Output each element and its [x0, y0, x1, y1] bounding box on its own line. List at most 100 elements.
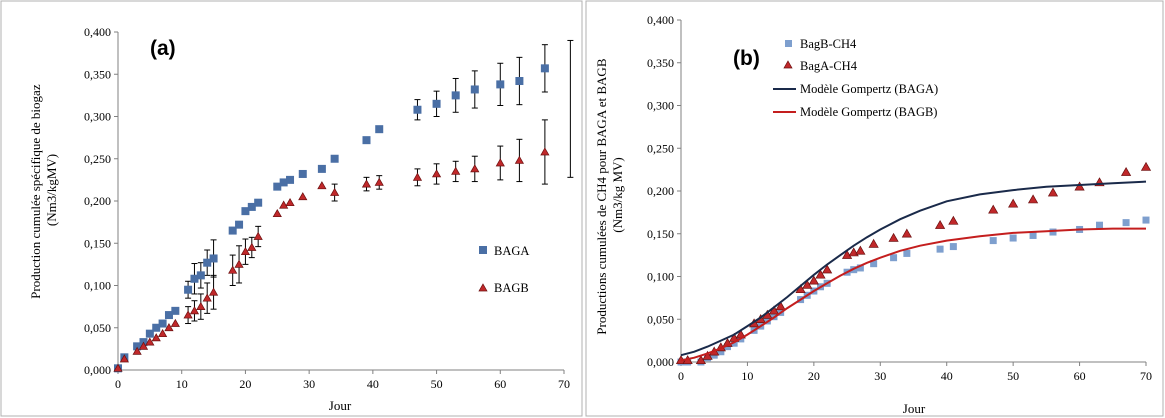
panel-a-baga-point [298, 169, 307, 178]
panel-a-xtick-label: 40 [367, 377, 379, 391]
panel-a-baga-point [451, 91, 460, 100]
panel-b-marks [675, 161, 1152, 366]
panel-b-xtick-label: 70 [1140, 369, 1152, 383]
panel-a-ytick-label: 0,400 [84, 25, 111, 39]
panel-a-ytick-label: 0,150 [84, 236, 111, 250]
legend-bagb-ch4-marker [785, 40, 792, 47]
panel-b-baga-ch4-point [948, 215, 959, 225]
panel-b-baga-ch4-point [1074, 181, 1085, 191]
panel-b-bagb-ch4-point [890, 254, 898, 262]
panel-a-ylabel-line2: (Nm3/kgMV) [44, 154, 59, 226]
panel-b-axes: 0,000 0,050 0,100 0,150 0,200 0,250 0,300 0,350… [647, 13, 1152, 383]
panel-a-bagb-point [285, 197, 295, 207]
panel-b-bagb-ch4-point [1096, 221, 1103, 229]
panel-b-baga-ch4-point [1027, 194, 1039, 204]
panel-a-ylabel-line1: Production cumulée spécifique de biogaz [28, 84, 43, 299]
panel-b-bagb-ch4-point [856, 264, 864, 272]
panel-b-bagb-ch4-point [1122, 219, 1130, 227]
panel-a-bagb-point [208, 287, 219, 296]
panel-a-bagb-point [196, 301, 206, 310]
legend-bagb-label: BAGB [494, 281, 529, 295]
panel-a-ylabel: Production cumulée spécifique de biogaz … [28, 81, 59, 299]
panel-a-bagb-point [514, 155, 525, 164]
panel-a-bagb-point [279, 200, 289, 209]
panel-a-bagb-point [138, 341, 149, 350]
panel-a-bagb-point [132, 346, 142, 355]
legend-gompertz-baga-label: Modèle Gompertz (BAGA) [800, 82, 938, 96]
panel-a-baga-point [330, 154, 339, 163]
panel-a-bagb-point [234, 259, 244, 268]
panel-b-mod-le-gompertz-bagb-curve [680, 227, 1146, 362]
panel-a-bagb-point [170, 318, 180, 327]
panel-a-baga-point [496, 80, 505, 89]
panel-b-ytick-label: 0,250 [647, 141, 674, 155]
panel-b-baga-ch4-point [988, 204, 999, 214]
panel-a-bagb-point [157, 328, 168, 338]
panel-a-ytick-label: 0,200 [84, 194, 111, 208]
panel-b-baga-ch4-point [775, 301, 786, 311]
panel-a-bagb-point [495, 158, 505, 167]
panel-a-bagb-point [247, 242, 257, 251]
panel-a-ytick-label: 0,050 [84, 321, 111, 335]
panel-b-ytick-label: 0,300 [647, 99, 674, 113]
panel-b-baga-ch4-point [808, 275, 819, 285]
panel-a-bagb-point [145, 337, 155, 346]
panel-a-baga-point [375, 125, 384, 134]
panel-b-xtick-label: 60 [1074, 369, 1086, 383]
panel-a-frame [0, 0, 583, 417]
panel-a-xtick-label: 30 [303, 377, 315, 391]
panel-a-bagb-point [470, 164, 480, 173]
panel-a-baga-point [540, 64, 549, 73]
panel-b-baga-ch4-point [934, 219, 946, 229]
panel-b-mod-le-gompertz-baga-curve [680, 180, 1147, 357]
panel-a-baga-point [362, 136, 371, 145]
panel-a-baga-point [515, 77, 524, 86]
panel-a-baga-point [184, 285, 193, 294]
panel-b-bagb-ch4-point [1142, 216, 1150, 224]
panel-a-baga-point [228, 226, 237, 235]
panel-a-xtick-label: 60 [494, 377, 506, 391]
panel-a-baga-point [254, 198, 263, 207]
panel-b-xtick-label: 10 [741, 369, 753, 383]
panel-a-bagb-point [113, 363, 123, 372]
panel-b-xlabel: Jour [903, 401, 926, 416]
legend-bagb-ch4-label: BagB-CH4 [800, 37, 857, 51]
panel-a-baga-point [164, 311, 173, 320]
panel-b-baga-ch4-point [841, 249, 853, 259]
panel-a-bagb-point [119, 354, 129, 363]
panel-b-bagb-ch4-point [870, 260, 878, 268]
panel-a-bagb-point [540, 147, 550, 156]
panel-b-baga-ch4-point [1120, 166, 1132, 176]
panel-b-baga-ch4-point [868, 238, 879, 248]
panel-a-bagb-point [272, 208, 282, 218]
panel-a-bagb-point [164, 323, 174, 332]
panel-b-bagb-ch4-point [903, 249, 911, 257]
panel-b-baga-ch4-point [822, 264, 833, 274]
panel-a-baga-point [470, 85, 479, 94]
panel-a-baga-point [317, 164, 326, 173]
panel-a-bagb-point [183, 310, 193, 319]
panel-a-bagb-point [317, 181, 327, 190]
panel-a-baga-point [432, 99, 441, 108]
panel-a-ytick-label: 0,000 [84, 363, 111, 377]
panel-b-ytick-label: 0,100 [647, 270, 674, 284]
legend-baga-ch4-marker [783, 60, 793, 69]
panel-b-legend: BagB-CH4 BagA-CH4 Modèle Gompertz (BAGA)… [773, 37, 938, 119]
panel-b-ytick-label: 0,050 [647, 312, 674, 326]
panel-b-bagb-ch4-point [717, 348, 725, 356]
panel-a-baga-point [190, 274, 199, 283]
panel-b-xtick-label: 30 [874, 369, 886, 383]
panel-b-baga-ch4-point [1047, 187, 1059, 197]
panel-a-baga-point [152, 323, 161, 332]
panel-b-ylabel-line2: (Nm3/kg MV) [610, 157, 625, 232]
panel-a-ytick-label: 0,250 [84, 152, 111, 166]
panel-b-frame [585, 0, 1164, 417]
panel-b-ytick-label: 0,200 [647, 184, 674, 198]
panel-a-xtick-label: 10 [176, 377, 188, 391]
panel-a-xtick-label: 0 [115, 377, 121, 391]
panel-a-bagb-point [298, 192, 308, 201]
panel-b-label: (b) [733, 47, 760, 70]
panel-b-bagb-ch4-point [936, 245, 944, 253]
panel-b-xtick-label: 40 [941, 369, 953, 383]
panel-a-baga-point [235, 220, 244, 229]
